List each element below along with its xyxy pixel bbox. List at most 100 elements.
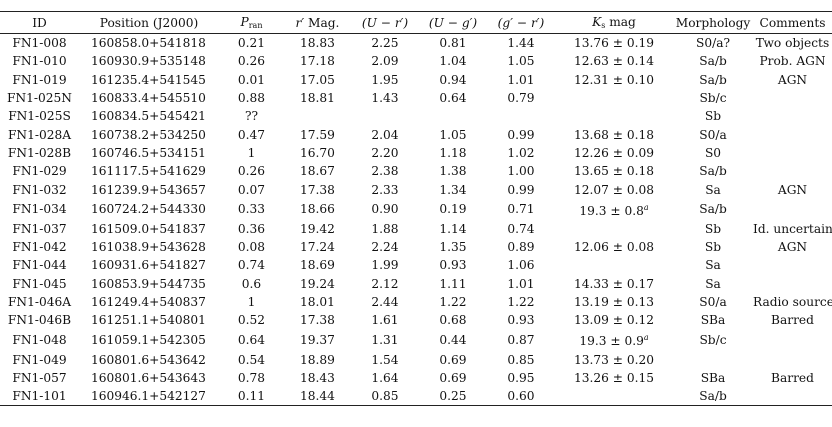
cell-position-value: 161117.5+541629 [91, 164, 206, 179]
cell-id: FN1-034 [0, 199, 79, 220]
cell-probability-value: 0.08 [237, 240, 266, 255]
cell-magnitude-value: 17.59 [300, 127, 335, 142]
cell-magnitude: 18.83 [284, 34, 351, 53]
cell-u-g-color: 1.05 [419, 125, 487, 143]
table-row: FN1-046A 161249.4+540837 1 18.01 2.44 1.22 1.2… [0, 293, 832, 311]
cell-u-r-color-value: 1.31 [371, 332, 399, 347]
cell-position: 161509.0+541837 [79, 220, 219, 238]
cell-probability-value: 0.52 [237, 313, 266, 328]
cell-g-r-color: 1.00 [487, 162, 555, 180]
cell-u-g-color-value: 0.19 [439, 202, 467, 217]
cell-ks-magnitude-value: 19.3 ± 0.9 [579, 334, 644, 349]
cell-morphology: Sb [673, 238, 753, 256]
cell-g-r-color-value: 0.89 [507, 240, 535, 255]
header-ks-magnitude: Ks mag [555, 11, 673, 34]
table-row: FN1-042 161038.9+543628 0.08 17.24 2.24 1.35 0… [0, 238, 832, 256]
cell-g-r-color: 1.22 [487, 293, 555, 311]
cell-u-r-color-value: 2.25 [371, 36, 399, 51]
cell-u-g-color-value: 0.93 [439, 258, 467, 273]
cell-morphology-value: S0/a? [695, 36, 730, 51]
cell-id: FN1-048 [0, 329, 79, 350]
cell-morphology: S0/a [673, 293, 753, 311]
cell-ks-magnitude-value: 12.06 ± 0.08 [574, 240, 654, 255]
table-row: FN1-019 161235.4+541545 0.01 17.05 1.95 0.94 1… [0, 71, 832, 89]
cell-g-r-color: 0.85 [487, 350, 555, 368]
cell-id-value: FN1-048 [12, 332, 67, 347]
cell-position-value: 161059.1+542305 [91, 332, 206, 347]
cell-probability: 1 [219, 293, 284, 311]
cell-morphology-value: Sa [705, 258, 721, 273]
cell-u-g-color-value: 1.22 [439, 295, 467, 309]
cell-morphology: Sa/b [673, 52, 753, 70]
cell-comment-value: Radio source [753, 295, 832, 309]
cell-morphology: SBa [673, 311, 753, 329]
cell-ks-magnitude: 13.65 ± 0.18 [555, 162, 673, 180]
cell-id: FN1-019 [0, 71, 79, 89]
cell-u-r-color: 2.20 [351, 144, 419, 162]
cell-magnitude-value: 17.05 [300, 72, 335, 87]
cell-position-value: 160801.6+543643 [91, 370, 206, 385]
cell-comment [753, 125, 832, 143]
galaxy-properties-table: ID Position (J2000) Pran r′ Mag. (U − r′… [0, 11, 832, 407]
cell-u-g-color: 0.25 [419, 387, 487, 407]
cell-u-g-color-value: 1.18 [439, 145, 467, 160]
cell-id-value: FN1-049 [12, 352, 67, 367]
cell-magnitude: 18.69 [284, 256, 351, 274]
cell-g-r-color: 0.60 [487, 387, 555, 407]
cell-id: FN1-029 [0, 162, 79, 180]
cell-ks-magnitude: 13.73 ± 0.20 [555, 350, 673, 368]
cell-g-r-color-value: 0.85 [507, 352, 535, 367]
cell-position: 161117.5+541629 [79, 162, 219, 180]
cell-u-r-color-value: 2.38 [371, 164, 399, 179]
cell-g-r-color: 0.99 [487, 180, 555, 198]
cell-u-r-color-value: 1.95 [371, 72, 399, 87]
cell-comment-value: Barred [771, 370, 814, 385]
table-row: FN1-025N 160833.4+545510 0.88 18.81 1.43 0.64… [0, 89, 832, 107]
cell-morphology: Sb [673, 220, 753, 238]
cell-probability: 0.52 [219, 311, 284, 329]
cell-probability-value: 0.33 [237, 202, 266, 217]
cell-magnitude: 19.24 [284, 275, 351, 293]
cell-ks-magnitude: 19.3 ± 0.9a [555, 329, 673, 350]
cell-id-value: FN1-044 [12, 258, 67, 273]
cell-g-r-color: 1.01 [487, 275, 555, 293]
cell-magnitude: 16.70 [284, 144, 351, 162]
cell-magnitude-value: 17.38 [300, 182, 335, 197]
cell-morphology: Sb/c [673, 89, 753, 107]
cell-ks-magnitude [555, 220, 673, 238]
cell-morphology-value: SBa [700, 370, 726, 385]
cell-probability: 0.64 [219, 329, 284, 350]
cell-morphology: S0 [673, 144, 753, 162]
cell-ks-magnitude [555, 387, 673, 407]
cell-g-r-color-value: 0.60 [507, 389, 535, 404]
cell-probability: ?? [219, 107, 284, 125]
cell-magnitude: 17.38 [284, 180, 351, 198]
cell-ks-magnitude-value: 13.09 ± 0.12 [574, 313, 654, 328]
cell-id: FN1-028B [0, 144, 79, 162]
cell-id: FN1-042 [0, 238, 79, 256]
cell-g-r-color: 0.95 [487, 369, 555, 387]
cell-position: 160801.6+543643 [79, 369, 219, 387]
header-probability: Pran [219, 11, 284, 34]
header-morphology: Morphology [673, 11, 753, 34]
cell-g-r-color-value: 0.95 [507, 370, 535, 385]
cell-magnitude-value: 18.44 [300, 389, 335, 404]
cell-morphology: S0/a [673, 125, 753, 143]
cell-morphology: Sa/b [673, 199, 753, 220]
cell-position-value: 160946.1+542127 [91, 389, 206, 404]
cell-morphology [673, 350, 753, 368]
cell-comment-value: AGN [777, 240, 808, 255]
cell-ks-magnitude-value: 13.76 ± 0.19 [574, 36, 654, 51]
cell-morphology-value: Sb [704, 240, 722, 255]
cell-id: FN1-037 [0, 220, 79, 238]
cell-probability-value: 0.07 [237, 182, 266, 197]
cell-ks-magnitude-value: 12.63 ± 0.14 [574, 54, 654, 69]
cell-u-r-color: 2.04 [351, 125, 419, 143]
cell-comment [753, 199, 832, 220]
cell-magnitude-value: 18.66 [300, 202, 335, 217]
cell-ks-magnitude-value: 13.68 ± 0.18 [574, 127, 654, 142]
cell-comment-value: Barred [771, 313, 814, 328]
cell-comment [753, 387, 832, 407]
header-probability-symbol: P [240, 15, 249, 29]
cell-u-r-color: 1.31 [351, 329, 419, 350]
